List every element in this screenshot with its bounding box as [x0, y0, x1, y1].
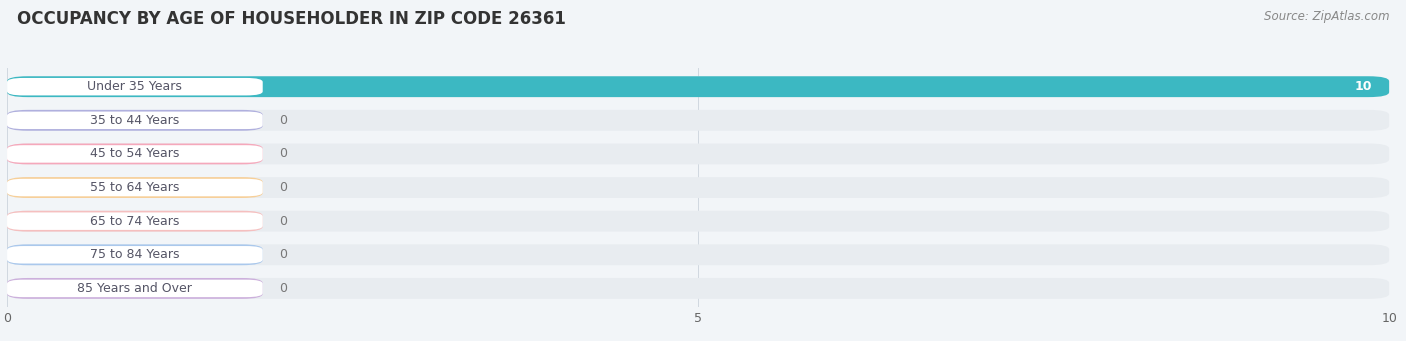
- FancyBboxPatch shape: [7, 78, 263, 95]
- FancyBboxPatch shape: [7, 244, 1389, 265]
- Text: OCCUPANCY BY AGE OF HOUSEHOLDER IN ZIP CODE 26361: OCCUPANCY BY AGE OF HOUSEHOLDER IN ZIP C…: [17, 10, 565, 28]
- FancyBboxPatch shape: [7, 145, 263, 163]
- FancyBboxPatch shape: [7, 278, 1389, 299]
- Text: 0: 0: [280, 114, 287, 127]
- Text: 10: 10: [1355, 80, 1372, 93]
- FancyBboxPatch shape: [7, 211, 1389, 232]
- FancyBboxPatch shape: [7, 112, 263, 129]
- Text: 45 to 54 Years: 45 to 54 Years: [90, 147, 180, 160]
- FancyBboxPatch shape: [7, 76, 1389, 97]
- FancyBboxPatch shape: [7, 212, 263, 230]
- Text: 85 Years and Over: 85 Years and Over: [77, 282, 193, 295]
- FancyBboxPatch shape: [7, 280, 263, 297]
- Text: 0: 0: [280, 181, 287, 194]
- Text: 0: 0: [280, 215, 287, 228]
- FancyBboxPatch shape: [7, 76, 1389, 97]
- FancyBboxPatch shape: [7, 177, 1389, 198]
- Text: 0: 0: [280, 282, 287, 295]
- Text: 35 to 44 Years: 35 to 44 Years: [90, 114, 180, 127]
- Text: 55 to 64 Years: 55 to 64 Years: [90, 181, 180, 194]
- Text: 65 to 74 Years: 65 to 74 Years: [90, 215, 180, 228]
- Text: 0: 0: [280, 147, 287, 160]
- FancyBboxPatch shape: [7, 244, 263, 265]
- FancyBboxPatch shape: [7, 179, 263, 196]
- FancyBboxPatch shape: [7, 278, 263, 299]
- FancyBboxPatch shape: [7, 177, 263, 198]
- Text: 0: 0: [280, 248, 287, 261]
- FancyBboxPatch shape: [7, 144, 263, 164]
- FancyBboxPatch shape: [7, 110, 263, 131]
- Text: 75 to 84 Years: 75 to 84 Years: [90, 248, 180, 261]
- FancyBboxPatch shape: [7, 110, 1389, 131]
- Text: Source: ZipAtlas.com: Source: ZipAtlas.com: [1264, 10, 1389, 23]
- FancyBboxPatch shape: [7, 211, 263, 232]
- FancyBboxPatch shape: [7, 144, 1389, 164]
- FancyBboxPatch shape: [7, 246, 263, 264]
- Text: Under 35 Years: Under 35 Years: [87, 80, 183, 93]
